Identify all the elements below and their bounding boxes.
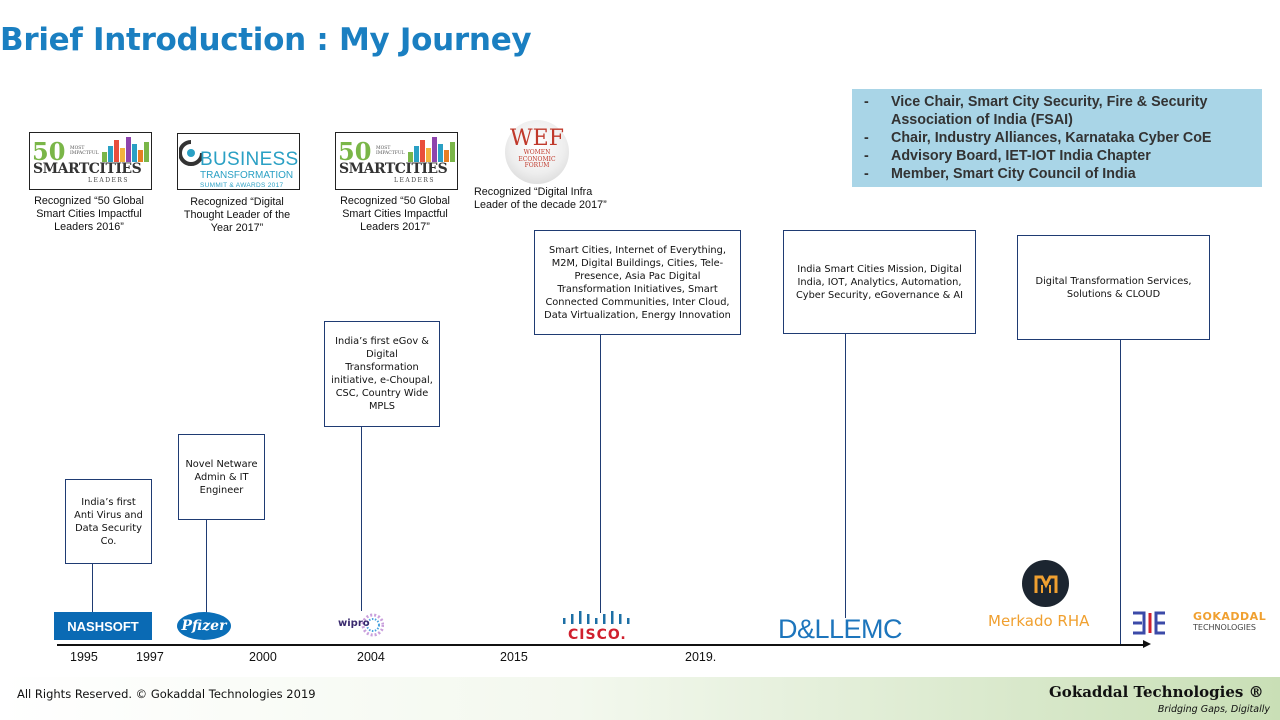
footer-tagline: Bridging Gaps, Digitally: [1157, 704, 1270, 715]
page-title: Brief Introduction : My Journey: [0, 22, 532, 58]
gokaddal-logo: GOKADDAL TECHNOLOGIES: [1130, 608, 1275, 638]
role-item: - Advisory Board, IET-IOT India Chapter: [864, 148, 1151, 164]
milestone-box: Digital Transformation Services, Solutio…: [1017, 235, 1210, 340]
footer-bar: [0, 677, 1280, 720]
year-label: 2019.: [685, 650, 717, 664]
wipro-logo: wipro: [336, 609, 384, 641]
award-caption: Recognized “50 Global Smart Cities Impac…: [340, 195, 450, 233]
award-caption: Recognized “Digital Infra Leader of the …: [474, 186, 607, 211]
cisco-logo: CISCO.: [561, 610, 637, 644]
merkado-logo-text: Merkado RHA: [988, 612, 1090, 630]
dell-emc-logo: D&LLEMC: [778, 614, 903, 644]
footer-brand: Gokaddal Technologies ®: [1049, 683, 1264, 701]
connector-line: [1120, 340, 1122, 645]
role-item: - Chair, Industry Alliances, Karnataka Cy…: [864, 130, 1212, 146]
connector-line: [845, 334, 847, 618]
year-label: 2000: [249, 650, 277, 664]
connector-line: [92, 564, 94, 612]
role-item: - Member, Smart City Council of India: [864, 166, 1136, 182]
skyline-icon: [102, 136, 150, 162]
nashsoft-logo: NASHSOFT: [54, 612, 152, 640]
timeline-arrow-icon: [1143, 640, 1151, 648]
copyright-text: All Rights Reserved. © Gokaddal Technolo…: [17, 687, 316, 701]
gokaddal-mark-icon: [1133, 611, 1165, 635]
connector-line: [600, 335, 602, 613]
connector-line: [361, 427, 363, 611]
timeline-axis: [57, 644, 1147, 646]
year-label: 2015: [500, 650, 528, 664]
business-transformation-logo: BUSINESS TRANSFORMATION SUMMIT & AWARDS …: [177, 133, 300, 190]
year-label: 1995: [70, 650, 98, 664]
smartcities-leaders-logo: 50 MOST IMPACTFUL SMARTCITIES LEADERS: [29, 132, 152, 190]
smartcities-leaders-logo: 50 MOST IMPACTFUL SMARTCITIES LEADERS: [335, 132, 458, 190]
skyline-icon: [408, 136, 456, 162]
wef-logo: WEF WOMEN ECONOMIC FORUM: [505, 120, 569, 184]
role-item: - Vice Chair, Smart City Security, Fire &…: [864, 94, 1208, 128]
cisco-bars-icon: [563, 611, 630, 624]
milestone-box: India’s first Anti Virus and Data Securi…: [65, 479, 152, 564]
milestone-box: India Smart Cities Mission, Digital Indi…: [783, 230, 976, 334]
milestone-box: Novel Netware Admin & IT Engineer: [178, 434, 265, 520]
award-caption: Recognized “50 Global Smart Cities Impac…: [34, 195, 144, 233]
pfizer-logo: Pfizer: [177, 612, 231, 640]
milestone-box: Smart Cities, Internet of Everything, M2…: [534, 230, 741, 335]
wipro-dots-icon: [361, 613, 384, 637]
award-caption: Recognized “Digital Thought Leader of th…: [183, 196, 291, 234]
year-label: 1997: [136, 650, 164, 664]
roles-panel: - Vice Chair, Smart City Security, Fire &…: [852, 89, 1262, 187]
merkado-mark-icon: [1034, 575, 1057, 593]
milestone-box: India’s first eGov & Digital Transformat…: [324, 321, 440, 427]
year-label: 2004: [357, 650, 385, 664]
merkado-logo-icon: [1022, 560, 1069, 607]
connector-line: [206, 520, 208, 614]
business-transformation-icon: [179, 140, 203, 166]
